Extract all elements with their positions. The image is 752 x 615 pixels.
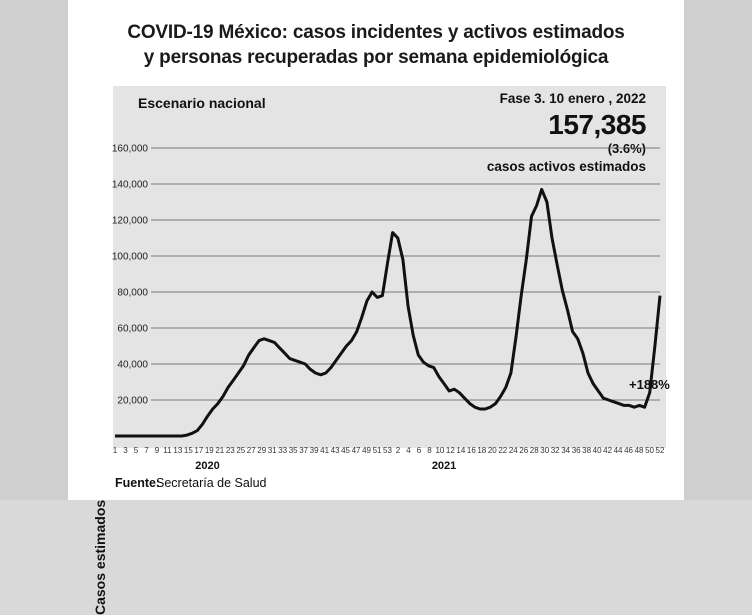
x-tick-label: 17	[194, 446, 203, 455]
active-cases-percent: (3.6%)	[607, 141, 646, 156]
x-tick-label: 40	[593, 446, 602, 455]
x-tick-label: 19	[205, 446, 214, 455]
x-tick-label: 22	[498, 446, 507, 455]
y-tick-label: 120,000	[112, 216, 149, 227]
x-tick-label: 46	[624, 446, 633, 455]
x-tick-label: 8	[427, 446, 432, 455]
active-cases-number: 157,385	[548, 109, 646, 140]
x-tick-label: 35	[289, 446, 298, 455]
series-line	[115, 187, 662, 438]
x-tick-label: 23	[226, 446, 235, 455]
chart-panel	[113, 86, 666, 448]
x-tick-label: 50	[645, 446, 654, 455]
x-tick-label: 7	[144, 446, 149, 455]
line-chart: 20,00040,00060,00080,000100,000120,00014…	[112, 144, 670, 473]
source-value: Secretaría de Salud	[156, 476, 267, 490]
x-tick-label: 39	[310, 446, 319, 455]
x-tick-label: 30	[540, 446, 549, 455]
x-tick-label: 24	[509, 446, 518, 455]
x-tick-label: 13	[173, 446, 182, 455]
x-tick-label: 14	[456, 446, 465, 455]
active-cases-label: casos activos estimados	[486, 159, 646, 174]
scenario-subtitle: Escenario nacional	[138, 95, 266, 111]
x-tick-label: 12	[446, 446, 455, 455]
x-tick-label: 49	[362, 446, 371, 455]
x-tick-label: 34	[561, 446, 570, 455]
y-tick-label: 80,000	[117, 288, 148, 299]
x-tick-label: 32	[551, 446, 560, 455]
x-tick-label: 28	[530, 446, 539, 455]
x-tick-label: 43	[331, 446, 340, 455]
x-tick-label: 15	[184, 446, 193, 455]
x-tick-label: 5	[134, 446, 139, 455]
x-tick-label: 11	[163, 446, 172, 455]
x-tick-label: 21	[215, 446, 224, 455]
y-tick-label: 160,000	[112, 144, 149, 155]
x-tick-label: 31	[268, 446, 277, 455]
x-tick-label: 38	[582, 446, 591, 455]
phase-date-label: Fase 3. 10 enero , 2022	[499, 91, 646, 106]
x-tick-label: 27	[247, 446, 256, 455]
year-label: 2020	[195, 460, 219, 472]
x-tick-label: 53	[383, 446, 392, 455]
x-tick-label: 4	[406, 446, 411, 455]
right-margin	[684, 0, 752, 500]
x-tick-label: 9	[155, 446, 160, 455]
x-tick-label: 52	[656, 446, 665, 455]
x-tick-label: 16	[467, 446, 476, 455]
y-tick-label: 140,000	[112, 180, 149, 191]
chart-title-line-2: y personas recuperadas por semana epidem…	[143, 47, 609, 68]
y-tick-label: 40,000	[117, 360, 148, 371]
annotation-label: +188%	[629, 377, 670, 392]
x-tick-label: 3	[123, 446, 128, 455]
x-tick-label: 45	[341, 446, 350, 455]
chart-title-line-1: COVID-19 México: casos incidentes y acti…	[127, 22, 625, 43]
x-tick-label: 26	[519, 446, 528, 455]
y-axis-label: Casos estimados	[92, 499, 108, 615]
y-tick-label: 60,000	[117, 324, 148, 335]
y-tick-label: 100,000	[112, 252, 149, 263]
x-tick-label: 37	[299, 446, 308, 455]
x-tick-label: 1	[113, 446, 118, 455]
x-tick-label: 20	[488, 446, 497, 455]
x-tick-label: 41	[320, 446, 329, 455]
x-tick-label: 33	[278, 446, 287, 455]
x-tick-label: 18	[477, 446, 486, 455]
source-key: Fuente:	[115, 476, 161, 490]
infographic-card: COVID-19 México: casos incidentes y acti…	[68, 0, 684, 615]
x-tick-label: 36	[572, 446, 581, 455]
x-tick-label: 47	[352, 446, 361, 455]
x-tick-label: 48	[635, 446, 644, 455]
x-tick-label: 44	[614, 446, 623, 455]
x-tick-label: 51	[373, 446, 382, 455]
x-tick-label: 10	[435, 446, 444, 455]
left-margin	[0, 0, 68, 500]
year-label: 2021	[432, 460, 456, 472]
x-tick-label: 42	[603, 446, 612, 455]
x-tick-label: 2	[396, 446, 401, 455]
y-tick-label: 20,000	[117, 396, 148, 407]
x-tick-label: 25	[236, 446, 245, 455]
x-tick-label: 29	[257, 446, 266, 455]
x-tick-label: 6	[417, 446, 422, 455]
